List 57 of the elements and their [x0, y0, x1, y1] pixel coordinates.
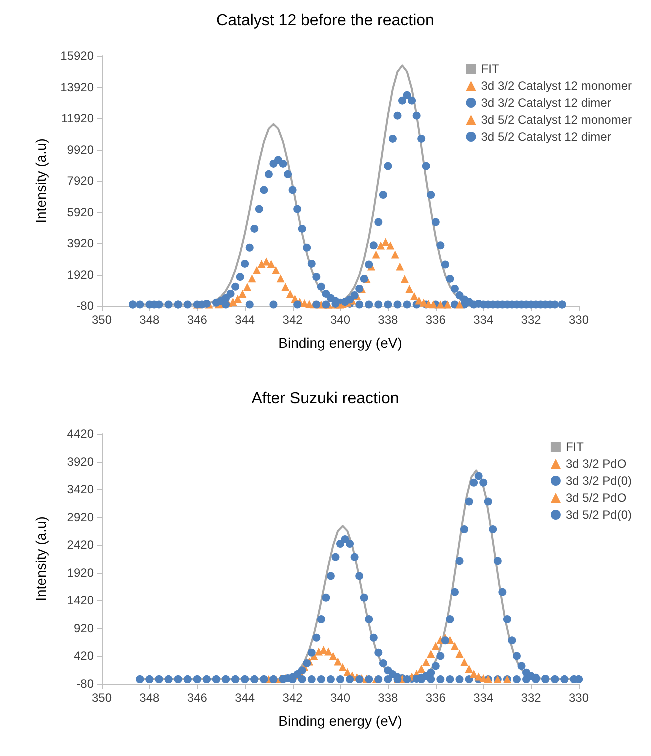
- x-tick-label: 332: [521, 691, 542, 705]
- y-tick-label: 1420: [67, 594, 94, 608]
- legend-label: FIT: [481, 62, 500, 76]
- x-axis-title: Binding energy (eV): [278, 713, 402, 729]
- x-tick-label: 344: [235, 691, 256, 705]
- x-tick-label: 330: [568, 691, 590, 705]
- x-tick-label: 340: [330, 691, 351, 705]
- y-axis-title: Intensity (a.u): [33, 516, 49, 602]
- legend-label: 3d 3/2 Catalyst 12 dimer: [481, 96, 612, 110]
- x-tick-label: 340: [330, 313, 351, 327]
- y-tick-label: 420: [74, 649, 94, 664]
- x-tick-label: 346: [187, 691, 208, 705]
- y-tick-label: -80: [76, 299, 94, 313]
- x-tick-label: 334: [474, 313, 494, 327]
- y-tick-label: -80: [76, 677, 94, 691]
- x-tick-label: 334: [474, 691, 494, 705]
- y-tick-label: 5920: [67, 205, 94, 220]
- x-tick-label: 350: [92, 691, 112, 705]
- x-tick-label: 350: [92, 313, 112, 327]
- x-tick-label: 338: [378, 691, 399, 705]
- x-tick-label: 346: [187, 313, 208, 327]
- y-tick-label: 7920: [67, 174, 94, 188]
- y-tick-label: 1920: [67, 268, 94, 282]
- y-tick-label: 4420: [67, 427, 94, 441]
- x-tick-label: 344: [235, 313, 256, 327]
- x-tick-label: 348: [140, 691, 160, 705]
- legend-label: 3d 3/2 PdO: [566, 457, 627, 471]
- y-tick-label: 920: [74, 621, 94, 636]
- x-tick-label: 338: [378, 313, 399, 327]
- y-tick-label: 3420: [67, 482, 94, 497]
- y-tick-label: 3920: [67, 236, 94, 250]
- legend-label: 3d 5/2 Pd(0): [566, 508, 632, 522]
- y-tick-label: 2920: [67, 510, 94, 524]
- x-tick-label: 330: [568, 313, 590, 327]
- x-axis-title: Binding energy (eV): [278, 335, 402, 351]
- x-tick-label: 336: [426, 313, 446, 327]
- y-axis-title: Intensity (a.u): [33, 138, 49, 224]
- chart-title: Catalyst 12 before the reaction: [216, 12, 434, 30]
- y-tick-label: 9920: [67, 142, 94, 157]
- y-tick-label: 15920: [60, 49, 94, 63]
- x-tick-label: 342: [282, 691, 304, 705]
- x-tick-label: 348: [140, 313, 160, 327]
- x-tick-label: 336: [426, 691, 446, 705]
- y-tick-label: 13920: [60, 80, 94, 94]
- legend-label: 3d 3/2 Catalyst 12 monomer: [481, 79, 632, 93]
- legend-label: 3d 5/2 Catalyst 12 monomer: [481, 113, 632, 127]
- y-tick-label: 2420: [67, 538, 94, 552]
- legend-label: FIT: [566, 440, 585, 454]
- y-tick-label: 3920: [67, 454, 94, 469]
- y-tick-label: 11920: [62, 112, 94, 126]
- legend-label: 3d 5/2 PdO: [566, 491, 627, 505]
- x-tick-label: 342: [282, 313, 304, 327]
- y-tick-label: 1920: [67, 566, 94, 580]
- x-tick-label: 332: [521, 313, 542, 327]
- chart-title: After Suzuki reaction: [252, 390, 400, 408]
- legend-label: 3d 3/2 Pd(0): [566, 474, 632, 488]
- legend-label: 3d 5/2 Catalyst 12 dimer: [481, 130, 612, 144]
